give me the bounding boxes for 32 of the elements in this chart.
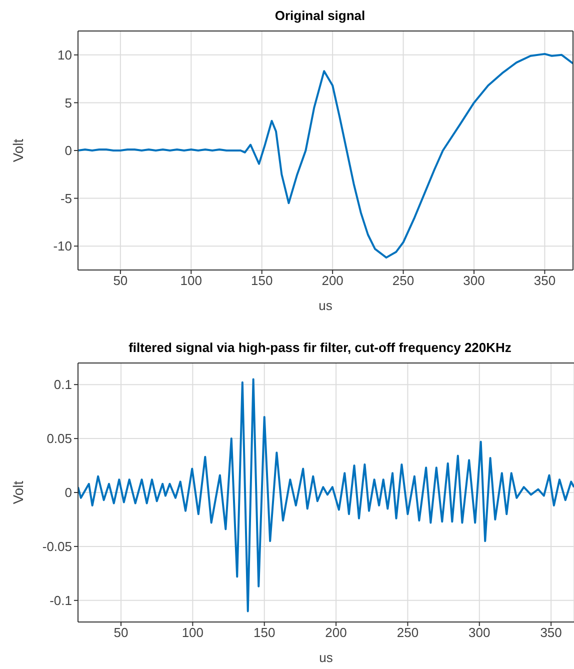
line-series (78, 52, 573, 259)
y-tick-label: 0 (64, 485, 72, 500)
y-tick-label: 0.1 (54, 377, 72, 392)
y-tick-label: -10 (53, 238, 72, 254)
y-tick-label: -5 (60, 190, 72, 206)
y-tick-label: -0.1 (50, 593, 72, 608)
line-series (78, 378, 574, 612)
y-tick-label: 5 (64, 95, 72, 110)
x-tick-label: 300 (468, 625, 490, 640)
x-tick-label: 200 (322, 273, 344, 288)
x-axis-title: us (318, 298, 333, 313)
x-tick-label: 350 (534, 273, 556, 288)
y-tick-label: 0 (64, 143, 72, 158)
y-tick-label: 0.05 (46, 431, 72, 446)
x-tick-label: 50 (113, 273, 128, 288)
x-tick-label: 250 (396, 625, 419, 640)
y-axis-title: Volt (10, 138, 26, 162)
y-tick-label: 10 (58, 48, 72, 63)
x-tick-label: 150 (254, 625, 276, 640)
x-tick-label: 200 (325, 625, 347, 640)
x-tick-label: 100 (182, 625, 204, 640)
x-tick-label: 150 (251, 273, 273, 288)
y-axis-title: Volt (10, 480, 26, 504)
x-tick-label: 100 (180, 273, 202, 288)
x-tick-label: 250 (392, 273, 414, 288)
y-tick-label: -0.05 (42, 539, 72, 554)
x-tick-label: 300 (463, 273, 485, 288)
x-tick-label: 350 (540, 625, 562, 640)
x-axis-title: us (319, 650, 334, 665)
chart-title: Original signal (274, 8, 366, 25)
x-tick-label: 50 (114, 625, 128, 640)
chart-title: filtered signal via high-pass fir filter, cut-off frequency 220KHz (128, 340, 512, 357)
